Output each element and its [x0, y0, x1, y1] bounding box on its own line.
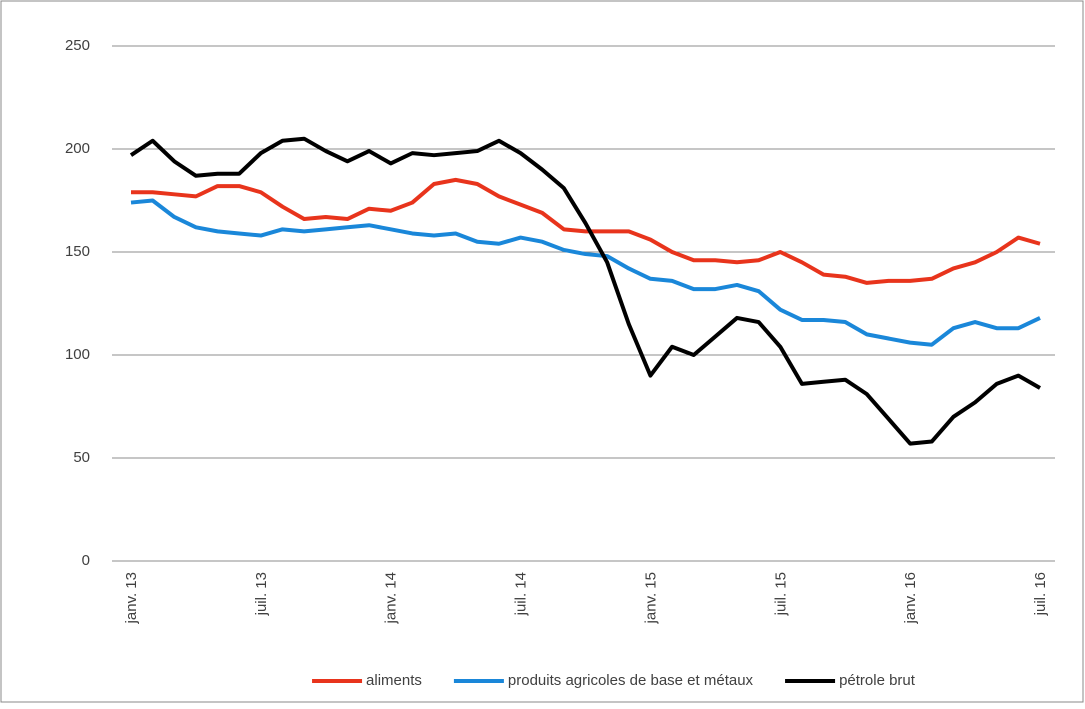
y-tick-label: 200: [65, 140, 90, 157]
series-line: [131, 177, 1041, 285]
legend-label: produits agricoles de base et métaux: [508, 672, 754, 689]
x-tick-label: janv. 16: [902, 572, 919, 624]
y-tick-label: 50: [73, 449, 90, 466]
x-tick-label: juil. 15: [772, 572, 789, 616]
y-tick-label: 100: [65, 346, 90, 363]
legend-label: aliments: [366, 672, 422, 689]
legend-label: pétrole brut: [839, 672, 916, 689]
y-tick-label: 0: [82, 552, 90, 569]
x-tick-label: juil. 13: [253, 572, 270, 616]
y-tick-label: 250: [65, 37, 90, 54]
x-tick-label: janv. 15: [642, 572, 659, 624]
y-tick-label: 150: [65, 243, 90, 260]
series-line: [130, 198, 1041, 347]
x-tick-label: janv. 13: [123, 572, 140, 624]
x-tick-label: juil. 16: [1032, 572, 1049, 616]
x-tick-label: juil. 14: [513, 572, 530, 616]
x-tick-label: janv. 14: [383, 572, 400, 624]
series-line: [129, 136, 1041, 446]
